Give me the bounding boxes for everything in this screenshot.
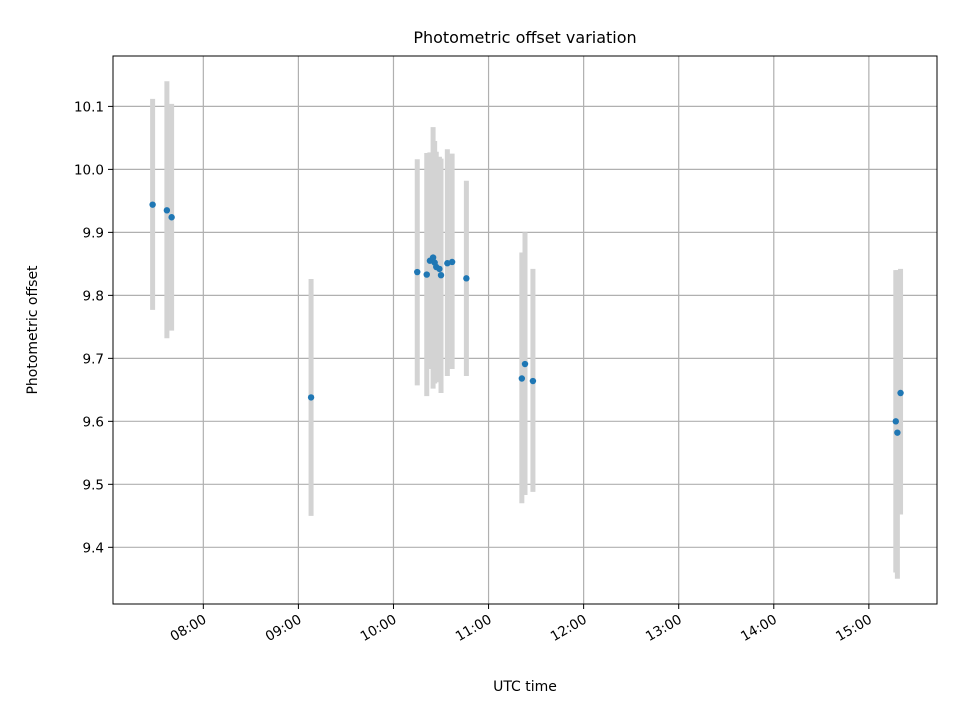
y-tick-label: 9.5 xyxy=(83,477,104,493)
data-point xyxy=(436,265,443,273)
data-point xyxy=(897,389,904,397)
data-point xyxy=(423,271,430,278)
data-point xyxy=(437,272,445,279)
data-point xyxy=(149,201,156,208)
plot-frame xyxy=(112,55,938,605)
data-points xyxy=(149,201,904,436)
data-point xyxy=(518,375,526,382)
y-tick-label: 9.8 xyxy=(83,288,104,304)
data-point xyxy=(448,258,456,266)
y-tick-label: 10.1 xyxy=(74,99,104,115)
y-tick-label: 9.7 xyxy=(83,351,104,367)
data-point xyxy=(429,254,437,261)
chart-title: Photometric offset variation xyxy=(413,28,636,47)
data-point xyxy=(892,418,899,425)
data-point xyxy=(168,214,175,221)
data-point xyxy=(894,429,901,436)
y-tick-label: 10.0 xyxy=(74,162,104,178)
data-point xyxy=(307,394,315,401)
data-point xyxy=(529,377,537,385)
y-tick-label: 9.9 xyxy=(83,225,104,241)
x-axis-label: UTC time xyxy=(493,679,557,695)
data-point xyxy=(414,268,421,276)
y-axis-ticks: 9.4 9.5 9.6 9.7 9.8 9.9 10.0 10.1 xyxy=(74,99,113,556)
y-tick-label: 9.6 xyxy=(83,414,104,430)
data-point xyxy=(521,360,529,368)
data-point xyxy=(463,275,470,282)
data-point xyxy=(163,207,171,214)
y-tick-label: 9.4 xyxy=(83,540,104,556)
y-axis-label: Photometric offset xyxy=(25,265,41,395)
